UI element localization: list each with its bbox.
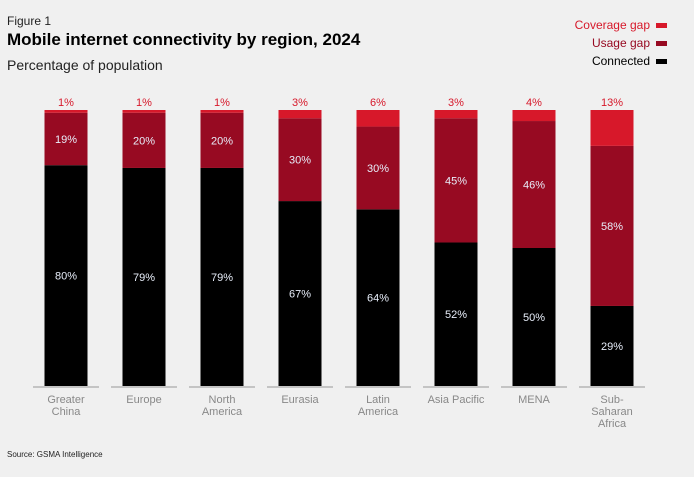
bar-coverage bbox=[512, 110, 556, 122]
data-label-usage: 30% bbox=[289, 155, 311, 167]
category-label: North bbox=[209, 394, 236, 406]
data-label-connected: 79% bbox=[211, 272, 233, 284]
data-label-usage: 58% bbox=[601, 221, 623, 233]
legend-label: Usage gap bbox=[591, 36, 650, 50]
data-label-coverage: 3% bbox=[292, 97, 308, 109]
data-label-connected: 29% bbox=[601, 341, 623, 353]
bar-usage bbox=[122, 112, 166, 168]
bar-connected bbox=[200, 167, 244, 386]
bar-connected bbox=[278, 201, 322, 386]
category-label: Africa bbox=[598, 418, 627, 430]
category-label: Europe bbox=[126, 394, 161, 406]
data-label-coverage: 6% bbox=[370, 97, 386, 109]
category-label: Eurasia bbox=[281, 394, 319, 406]
data-label-usage: 19% bbox=[55, 134, 77, 146]
category-label: Saharan bbox=[591, 406, 633, 418]
category-label: China bbox=[52, 406, 82, 418]
data-label-coverage: 1% bbox=[136, 97, 152, 109]
category-label: MENA bbox=[518, 394, 550, 406]
bar-connected bbox=[434, 242, 478, 386]
category-label: Greater bbox=[47, 394, 85, 406]
data-label-connected: 67% bbox=[289, 289, 311, 301]
legend-connected: Connected bbox=[592, 54, 667, 68]
legend-usage: Usage gap bbox=[592, 36, 667, 50]
bar-coverage bbox=[278, 110, 322, 119]
data-label-coverage: 13% bbox=[601, 97, 623, 109]
category-label: Asia Pacific bbox=[428, 394, 485, 406]
bar-coverage bbox=[44, 110, 88, 113]
data-label-coverage: 3% bbox=[448, 97, 464, 109]
bar-connected bbox=[44, 165, 88, 386]
legend-label: Coverage gap bbox=[574, 18, 650, 32]
chart-subtitle: Percentage of population bbox=[7, 57, 163, 73]
legend-swatch bbox=[656, 22, 667, 28]
legend-coverage: Coverage gap bbox=[575, 18, 667, 32]
source-note: Source: GSMA Intelligence bbox=[7, 450, 103, 459]
bar-usage bbox=[512, 121, 556, 248]
bar-usage bbox=[278, 118, 322, 202]
bar-usage bbox=[200, 112, 244, 168]
bar-usage bbox=[44, 112, 88, 166]
data-label-coverage: 1% bbox=[58, 97, 74, 109]
category-label: America bbox=[358, 406, 399, 418]
legend-label: Connected bbox=[591, 54, 650, 68]
bar-coverage bbox=[434, 110, 478, 119]
data-label-usage: 30% bbox=[367, 163, 389, 175]
data-label-usage: 20% bbox=[133, 135, 155, 147]
data-label-usage: 46% bbox=[523, 180, 545, 192]
bar-usage bbox=[590, 145, 634, 306]
bar-usage bbox=[434, 118, 478, 243]
figure-label: Figure 1 bbox=[7, 14, 52, 28]
bar-coverage bbox=[590, 110, 634, 146]
data-label-connected: 64% bbox=[367, 293, 389, 305]
data-label-connected: 50% bbox=[523, 312, 545, 324]
legend-swatch bbox=[656, 58, 667, 64]
data-label-coverage: 4% bbox=[526, 97, 542, 109]
bar-connected bbox=[356, 209, 400, 386]
data-label-usage: 45% bbox=[445, 175, 467, 187]
category-label: Latin bbox=[366, 394, 390, 406]
data-label-connected: 79% bbox=[133, 272, 155, 284]
category-label: America bbox=[202, 406, 243, 418]
legend-swatch bbox=[656, 40, 667, 46]
data-label-connected: 80% bbox=[55, 271, 77, 283]
data-label-connected: 52% bbox=[445, 309, 467, 321]
bar-coverage bbox=[200, 110, 244, 113]
data-label-coverage: 1% bbox=[214, 97, 230, 109]
category-label: Sub- bbox=[600, 394, 624, 406]
bar-coverage bbox=[122, 110, 166, 113]
bar-connected bbox=[512, 248, 556, 386]
bar-connected bbox=[122, 167, 166, 386]
bar-connected bbox=[590, 305, 634, 386]
data-label-usage: 20% bbox=[211, 135, 233, 147]
chart-title: Mobile internet connectivity by region, … bbox=[7, 30, 361, 49]
bar-coverage bbox=[356, 110, 400, 127]
bar-usage bbox=[356, 126, 400, 210]
